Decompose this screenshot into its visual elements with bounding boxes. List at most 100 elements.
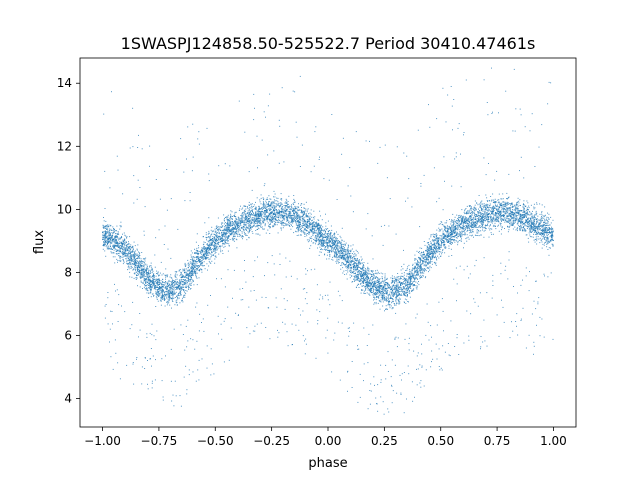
data-point <box>515 108 517 110</box>
data-point <box>498 199 500 201</box>
data-point <box>128 265 130 267</box>
data-point <box>187 270 189 272</box>
data-point <box>502 208 504 210</box>
data-point <box>166 304 168 306</box>
data-point <box>295 230 297 232</box>
data-point <box>373 274 374 276</box>
data-point <box>490 219 492 221</box>
data-point <box>201 322 202 323</box>
data-point <box>494 206 496 208</box>
data-point <box>140 263 142 265</box>
data-point <box>145 288 147 290</box>
data-point <box>166 169 168 170</box>
data-point <box>533 341 535 343</box>
data-point <box>473 218 475 220</box>
data-point <box>520 156 522 158</box>
data-point <box>552 234 554 236</box>
data-point <box>288 213 290 214</box>
data-point <box>484 225 486 227</box>
data-point <box>289 226 291 227</box>
data-point <box>200 264 202 266</box>
data-point <box>221 223 222 225</box>
data-point <box>128 252 129 254</box>
data-point <box>274 214 276 215</box>
data-point <box>287 220 289 222</box>
data-point <box>299 218 301 220</box>
data-point <box>347 258 349 260</box>
data-point <box>308 233 310 235</box>
data-point <box>507 211 509 213</box>
data-point <box>367 408 369 410</box>
data-point <box>386 293 388 295</box>
data-point <box>439 248 441 250</box>
data-point <box>195 271 197 272</box>
data-point <box>416 384 418 386</box>
data-point <box>319 251 321 253</box>
data-point <box>148 287 150 288</box>
data-point <box>288 195 290 197</box>
data-point <box>511 218 513 220</box>
data-point <box>485 216 487 218</box>
data-point <box>317 247 318 249</box>
data-point <box>376 403 378 405</box>
data-point <box>550 229 552 231</box>
data-point <box>545 219 547 221</box>
data-point <box>114 256 116 258</box>
data-point <box>429 269 431 271</box>
data-point <box>217 315 219 317</box>
data-point <box>381 293 383 295</box>
data-point <box>141 262 143 264</box>
data-point <box>201 257 203 259</box>
data-point <box>149 275 151 277</box>
data-point <box>116 155 118 157</box>
data-point <box>312 224 314 226</box>
data-point <box>337 250 339 252</box>
data-point <box>146 284 148 286</box>
data-point <box>377 297 379 298</box>
data-point <box>272 226 274 228</box>
data-point <box>418 258 420 260</box>
data-point <box>487 220 489 222</box>
data-point <box>332 248 334 250</box>
data-point <box>249 227 251 229</box>
data-point <box>480 227 481 229</box>
data-point <box>305 216 307 218</box>
data-point <box>367 266 369 268</box>
data-point <box>494 217 496 219</box>
data-point <box>532 216 534 218</box>
data-point <box>168 289 169 291</box>
data-point <box>152 281 154 282</box>
data-point <box>537 221 539 223</box>
data-point <box>484 228 486 229</box>
data-point <box>448 247 450 249</box>
data-point <box>117 245 119 247</box>
data-point <box>256 221 258 223</box>
data-point <box>369 286 371 288</box>
data-point <box>271 202 273 204</box>
data-point <box>122 246 124 247</box>
data-point <box>275 218 277 220</box>
data-point <box>175 291 177 293</box>
data-point <box>175 281 177 283</box>
data-point <box>209 236 211 238</box>
data-point <box>409 287 411 289</box>
data-point <box>472 218 473 220</box>
data-point <box>501 218 503 220</box>
data-point <box>422 261 424 262</box>
data-point <box>470 206 472 208</box>
data-point <box>374 276 376 278</box>
data-point <box>389 287 391 289</box>
data-point <box>328 258 330 260</box>
data-point <box>535 232 537 234</box>
data-point <box>160 300 162 302</box>
data-point <box>282 208 284 210</box>
data-point <box>390 277 392 279</box>
data-point <box>474 225 476 227</box>
data-point <box>539 222 540 224</box>
data-point <box>395 277 397 279</box>
data-point <box>545 218 547 220</box>
data-point <box>181 300 183 302</box>
data-point <box>380 381 382 383</box>
data-point <box>117 232 119 234</box>
data-point <box>211 252 213 253</box>
